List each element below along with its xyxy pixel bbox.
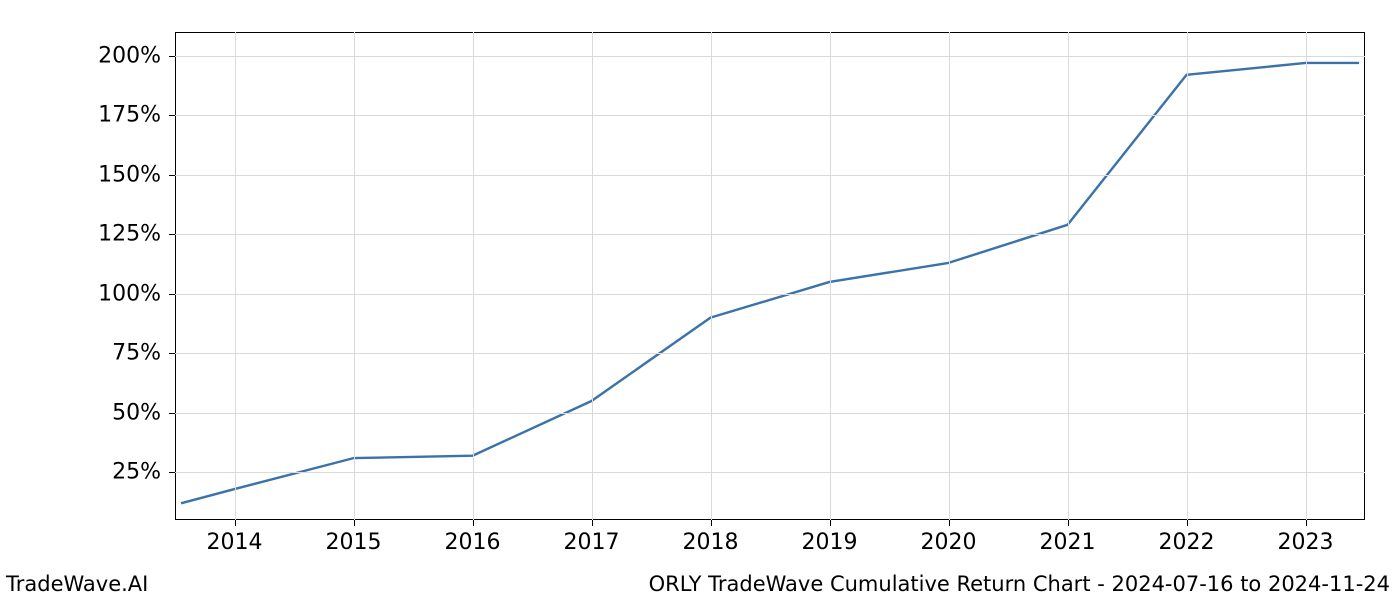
tick-mark-x [949, 520, 950, 526]
tick-mark-x [1306, 520, 1307, 526]
tick-label-x: 2015 [326, 530, 382, 555]
tick-label-y: 75% [112, 341, 161, 366]
tick-label-x: 2014 [207, 530, 263, 555]
tick-mark-x [235, 520, 236, 526]
tick-label-x: 2019 [802, 530, 858, 555]
footer-left-label: TradeWave.AI [6, 572, 148, 596]
gridline-x [473, 32, 474, 520]
gridline-x [1068, 32, 1069, 520]
tick-mark-y [169, 234, 175, 235]
tick-label-y: 125% [98, 222, 161, 247]
tick-mark-x [592, 520, 593, 526]
tick-label-x: 2021 [1040, 530, 1096, 555]
footer-right-label: ORLY TradeWave Cumulative Return Chart -… [649, 572, 1390, 596]
tick-mark-x [711, 520, 712, 526]
tick-label-x: 2016 [445, 530, 501, 555]
gridline-x [949, 32, 950, 520]
tick-label-y: 100% [98, 281, 161, 306]
gridline-x [1306, 32, 1307, 520]
gridline-x [235, 32, 236, 520]
tick-mark-y [169, 472, 175, 473]
tick-label-y: 200% [98, 43, 161, 68]
tick-mark-x [473, 520, 474, 526]
tick-mark-y [169, 353, 175, 354]
tick-mark-y [169, 294, 175, 295]
gridline-x [1187, 32, 1188, 520]
tick-mark-y [169, 115, 175, 116]
tick-mark-x [830, 520, 831, 526]
tick-label-x: 2018 [683, 530, 739, 555]
tick-mark-x [1068, 520, 1069, 526]
tick-label-x: 2017 [564, 530, 620, 555]
tick-label-y: 175% [98, 103, 161, 128]
tick-label-y: 50% [112, 400, 161, 425]
tick-label-y: 25% [112, 460, 161, 485]
line-cumulative-return [181, 63, 1359, 503]
tick-mark-y [169, 56, 175, 57]
gridline-x [711, 32, 712, 520]
plot-area: 25%50%75%100%125%150%175%200%20142015201… [175, 32, 1365, 520]
gridline-x [830, 32, 831, 520]
tick-mark-x [1187, 520, 1188, 526]
tick-label-y: 150% [98, 162, 161, 187]
tick-mark-y [169, 413, 175, 414]
gridline-x [592, 32, 593, 520]
tick-mark-y [169, 175, 175, 176]
gridline-x [354, 32, 355, 520]
tick-label-x: 2023 [1278, 530, 1334, 555]
chart-container: 25% 50% 75% 100% 125% 150% 175% 200% 2014 2015 201… [0, 0, 1400, 600]
tick-mark-x [354, 520, 355, 526]
tick-label-x: 2020 [921, 530, 977, 555]
tick-label-x: 2022 [1159, 530, 1215, 555]
